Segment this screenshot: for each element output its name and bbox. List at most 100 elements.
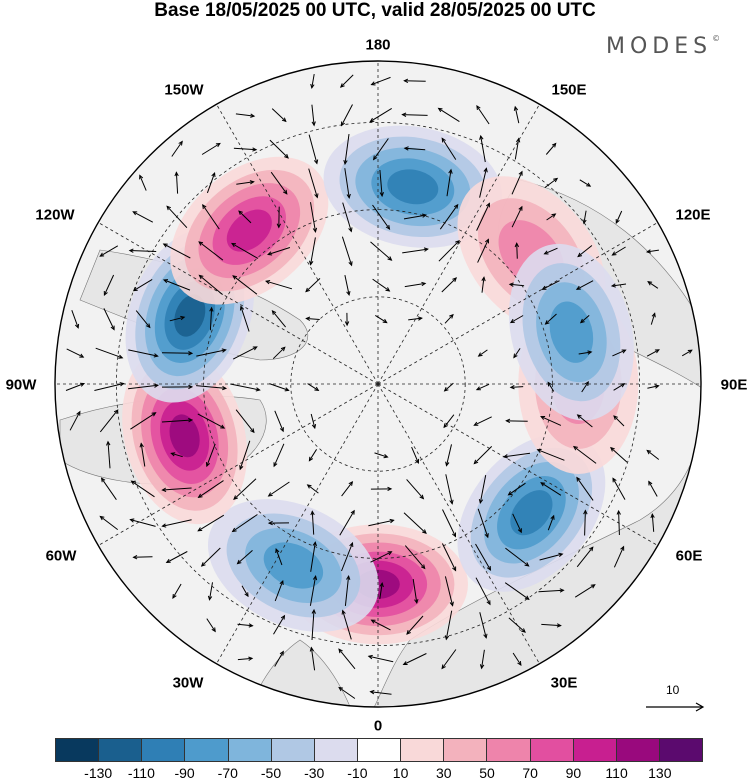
colorbar-tick-label: 50 <box>479 765 495 781</box>
wind-arrow <box>544 313 557 325</box>
wind-arrow <box>172 583 182 600</box>
wind-arrow <box>508 617 526 633</box>
wind-arrow <box>473 446 493 465</box>
wind-arrow <box>650 312 656 325</box>
wind-arrow <box>441 543 457 572</box>
wind-arrow <box>574 584 596 598</box>
wind-arrow <box>95 347 124 359</box>
wind-arrow <box>402 247 429 254</box>
wind-arrow <box>267 520 290 526</box>
wind-arrow <box>547 514 555 531</box>
wind-arrow <box>513 105 520 124</box>
wind-arrow <box>610 446 628 463</box>
wind-arrow <box>197 514 225 532</box>
wind-arrow <box>103 308 115 331</box>
latitude-circle <box>203 209 553 559</box>
wind-arrow <box>232 275 258 295</box>
colorbar-swatch <box>659 739 703 761</box>
wind-arrow <box>269 139 289 159</box>
wind-arrow <box>128 248 157 253</box>
wind-arrow <box>233 478 257 500</box>
wind-arrow <box>445 444 452 467</box>
wind-arrow <box>338 648 356 670</box>
wind-arrow <box>375 314 388 324</box>
wind-arrow <box>514 242 520 259</box>
wind-arrow <box>650 513 655 532</box>
wind-arrow <box>71 310 80 329</box>
lon-label-0: 0 <box>373 717 383 735</box>
wind-arrow <box>372 278 391 292</box>
anomaly-contour <box>549 301 594 363</box>
wind-arrow <box>311 608 316 641</box>
wind-arrow <box>209 306 214 331</box>
wind-arrow <box>476 202 490 231</box>
wind-arrow <box>444 576 454 607</box>
wind-arrow <box>306 484 319 494</box>
wind-arrow <box>369 107 392 123</box>
wind-arrow <box>230 383 261 392</box>
wind-vectors <box>65 74 693 699</box>
wind-arrow <box>576 414 593 428</box>
colorbar-tick-label: -30 <box>304 765 325 781</box>
colorbar-swatch <box>444 739 488 761</box>
wind-arrow <box>412 579 419 605</box>
wind-arrow <box>341 480 354 497</box>
wind-arrow <box>339 509 355 536</box>
wind-arrow <box>161 487 192 492</box>
lon-label-150e: 150E <box>551 81 587 99</box>
wind-arrow <box>196 385 228 391</box>
wind-arrow <box>544 177 559 189</box>
wind-arrow <box>197 413 226 429</box>
wind-arrow <box>166 205 188 229</box>
lon-label-60w: 60W <box>45 547 77 565</box>
colorbar-swatch <box>99 739 143 761</box>
anomaly-contour <box>169 414 200 458</box>
wind-arrow <box>339 74 354 88</box>
wind-arrow <box>237 656 254 661</box>
wind-arrow <box>235 113 256 118</box>
wind-arrow <box>379 581 384 599</box>
wind-arrow <box>403 78 426 84</box>
wind-arrow <box>310 541 317 572</box>
wind-arrow <box>139 442 146 467</box>
wind-arrow <box>201 142 221 155</box>
wind-arrow <box>479 134 486 163</box>
wind-arrow <box>475 383 490 391</box>
wind-arrow <box>273 443 285 468</box>
wind-arrow <box>343 134 350 166</box>
wind-arrow <box>445 474 454 505</box>
wind-arrow <box>344 312 350 327</box>
colorbar-tick-label: 110 <box>605 765 628 781</box>
wind-arrow <box>338 686 356 699</box>
wind-arrow <box>233 147 258 152</box>
wind-arrow <box>239 440 251 471</box>
wind-arrow <box>370 619 391 631</box>
colorbar-swatch <box>56 739 100 761</box>
wind-arrow <box>132 278 153 292</box>
wind-arrow <box>478 475 487 505</box>
chart-title: Base 18/05/2025 00 UTC, valid 28/05/2025… <box>154 0 596 21</box>
wind-arrow <box>161 519 192 528</box>
wind-arrow <box>441 277 458 293</box>
wind-arrow <box>513 348 521 359</box>
wind-arrow <box>66 348 85 358</box>
wind-arrow <box>446 168 453 197</box>
wind-arrow <box>342 202 353 233</box>
wind-arrow <box>305 278 321 293</box>
wind-arrow <box>236 550 253 565</box>
wind-arrow <box>370 241 393 261</box>
latitude-circle <box>290 296 466 472</box>
wind-arrow <box>305 316 320 321</box>
wind-arrow <box>65 382 86 391</box>
wind-arrow <box>129 518 156 527</box>
wind-arrow <box>504 582 530 600</box>
wind-arrow <box>540 416 562 426</box>
wind-arrow <box>265 280 293 290</box>
wind-arrow <box>308 134 319 165</box>
wind-arrow <box>198 241 224 261</box>
lon-label-180: 180 <box>365 36 391 54</box>
wind-arrow <box>99 515 119 530</box>
wind-arrow <box>161 351 194 356</box>
colorbar-swatch <box>357 739 402 761</box>
wind-arrow <box>438 239 460 262</box>
